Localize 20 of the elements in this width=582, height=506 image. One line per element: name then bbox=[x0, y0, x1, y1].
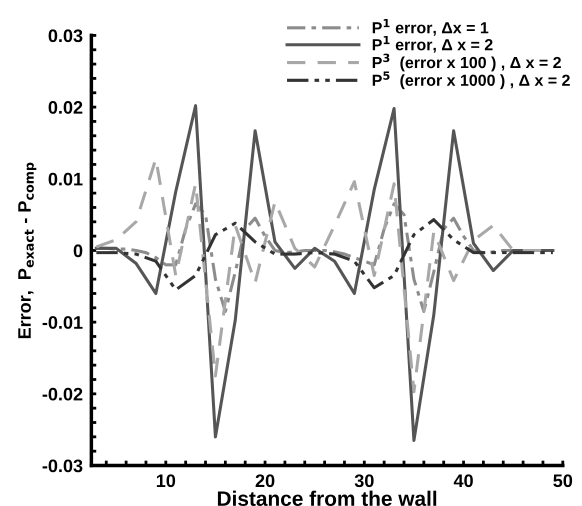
y-tick-label: -0.02 bbox=[42, 388, 82, 401]
y-tick-label: -0.01 bbox=[42, 316, 83, 329]
legend-label: P$^{1}$ error, Δ x = 2 bbox=[372, 36, 493, 53]
y-tick-label: 0.03 bbox=[48, 29, 82, 42]
x-tick-label: 40 bbox=[454, 474, 473, 488]
x-tick-label: 10 bbox=[156, 474, 176, 488]
x-tick-label: 20 bbox=[256, 474, 274, 488]
y-tick-label: 0.02 bbox=[48, 101, 82, 114]
y-tick-label: 0 bbox=[74, 244, 82, 258]
legend-label: P$^{5}$ (error x 1000 ) , Δ x = 2 bbox=[372, 72, 570, 90]
x-axis-title: Distance from the wall bbox=[218, 490, 436, 506]
x-tick-label: 30 bbox=[354, 474, 374, 488]
line-series bbox=[94, 104, 554, 442]
line-series bbox=[94, 218, 554, 292]
y-tick-label: -0.03 bbox=[42, 459, 82, 472]
x-tick-label: 50 bbox=[553, 474, 572, 488]
legend-label: P$^{3}$ (error x 100 ) , Δ x = 2 bbox=[372, 54, 561, 72]
y-tick-label: 0.01 bbox=[48, 172, 83, 186]
y-axis-title: Error, P$_{exact}$ - P$_{comp}$ bbox=[18, 162, 36, 338]
legend-label: P$^{1}$ error, Δx = 1 bbox=[372, 19, 488, 36]
